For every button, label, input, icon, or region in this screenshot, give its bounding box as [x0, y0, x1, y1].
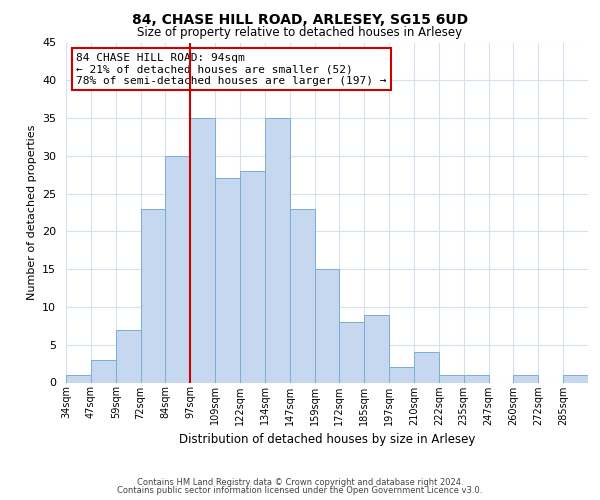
Text: 84, CHASE HILL ROAD, ARLESEY, SG15 6UD: 84, CHASE HILL ROAD, ARLESEY, SG15 6UD	[132, 12, 468, 26]
Bar	[166, 156, 190, 382]
Bar	[91, 360, 116, 382]
Bar	[140, 208, 166, 382]
Bar	[340, 322, 364, 382]
Bar	[414, 352, 439, 382]
Y-axis label: Number of detached properties: Number of detached properties	[26, 125, 37, 300]
Bar	[314, 269, 340, 382]
Bar	[240, 171, 265, 382]
X-axis label: Distribution of detached houses by size in Arlesey: Distribution of detached houses by size …	[179, 433, 475, 446]
Bar	[215, 178, 240, 382]
Text: Contains HM Land Registry data © Crown copyright and database right 2024.: Contains HM Land Registry data © Crown c…	[137, 478, 463, 487]
Bar	[439, 375, 464, 382]
Text: 84 CHASE HILL ROAD: 94sqm
← 21% of detached houses are smaller (52)
78% of semi-: 84 CHASE HILL ROAD: 94sqm ← 21% of detac…	[76, 52, 387, 86]
Bar	[290, 208, 314, 382]
Bar	[265, 118, 290, 382]
Bar	[364, 314, 389, 382]
Bar	[389, 368, 414, 382]
Bar	[190, 118, 215, 382]
Bar	[514, 375, 538, 382]
Text: Size of property relative to detached houses in Arlesey: Size of property relative to detached ho…	[137, 26, 463, 39]
Bar	[116, 330, 140, 382]
Bar	[66, 375, 91, 382]
Bar	[563, 375, 588, 382]
Text: Contains public sector information licensed under the Open Government Licence v3: Contains public sector information licen…	[118, 486, 482, 495]
Bar	[464, 375, 488, 382]
